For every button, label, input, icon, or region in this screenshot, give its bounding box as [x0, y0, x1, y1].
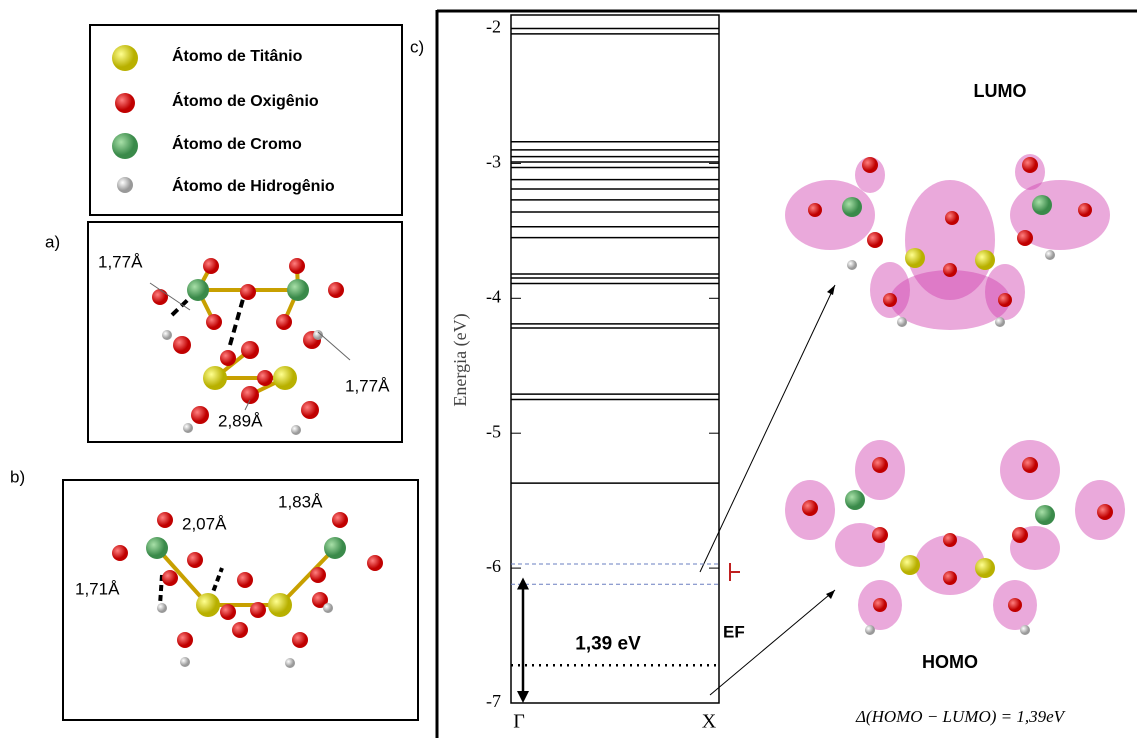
gap-formula: Δ(HOMO − LUMO) = 1,39eV [855, 707, 1067, 726]
arrowhead [517, 691, 529, 703]
panel-label: a) [45, 232, 60, 251]
distance-label: 1,83Å [278, 492, 323, 511]
legend-ti [112, 45, 138, 71]
arrowhead [827, 285, 835, 295]
molecule-a [150, 258, 350, 435]
y-tick-label: -7 [486, 691, 501, 711]
panel-label: b) [10, 467, 25, 486]
y-tick-label: -2 [486, 17, 501, 37]
legend-h [117, 177, 133, 193]
y-tick-label: -3 [486, 152, 501, 172]
x-tick-label: Γ [513, 711, 525, 733]
legend-item: Átomo de Hidrogênio [172, 176, 335, 195]
gap-label: 1,39 eV [575, 633, 641, 654]
figure: Átomo de Titânio Átomo de Oxigênio Átomo… [0, 0, 1137, 738]
pointer-arrow [710, 590, 835, 695]
panel-box [63, 480, 418, 720]
panel-label: c) [410, 37, 424, 56]
distance-label: 1,77Å [98, 252, 143, 271]
distance-label: 2,07Å [182, 514, 227, 533]
fermi-label: EF [723, 623, 745, 642]
distance-label: 1,71Å [75, 579, 120, 598]
homo-label: HOMO [922, 652, 978, 672]
x-tick-label: X [702, 711, 717, 733]
legend-cr [112, 133, 138, 159]
distance-label: 1,77Å [345, 376, 390, 395]
molecule-b [112, 512, 383, 668]
y-axis-label: Energia (eV) [450, 313, 471, 406]
legend-item: Átomo de Cromo [172, 134, 302, 153]
legend-item: Átomo de Oxigênio [172, 91, 319, 110]
lumo-label: LUMO [974, 81, 1027, 101]
homo-orbital [785, 440, 1125, 635]
legend-item: Átomo de Titânio [172, 46, 303, 65]
legend-o [115, 93, 135, 113]
y-tick-label: -4 [486, 286, 501, 306]
plot: -2 -3 -4 -5 -6 -7 Γ X EF 1,39 eV [486, 15, 745, 733]
arrowhead [826, 590, 835, 599]
lumo-orbital [785, 154, 1110, 330]
level-marker [730, 563, 740, 581]
arrowhead [517, 578, 529, 590]
plot-frame [511, 15, 719, 703]
y-tick-label: -6 [486, 556, 501, 576]
y-tick-label: -5 [486, 421, 501, 441]
distance-label: 2,89Å [218, 411, 263, 430]
